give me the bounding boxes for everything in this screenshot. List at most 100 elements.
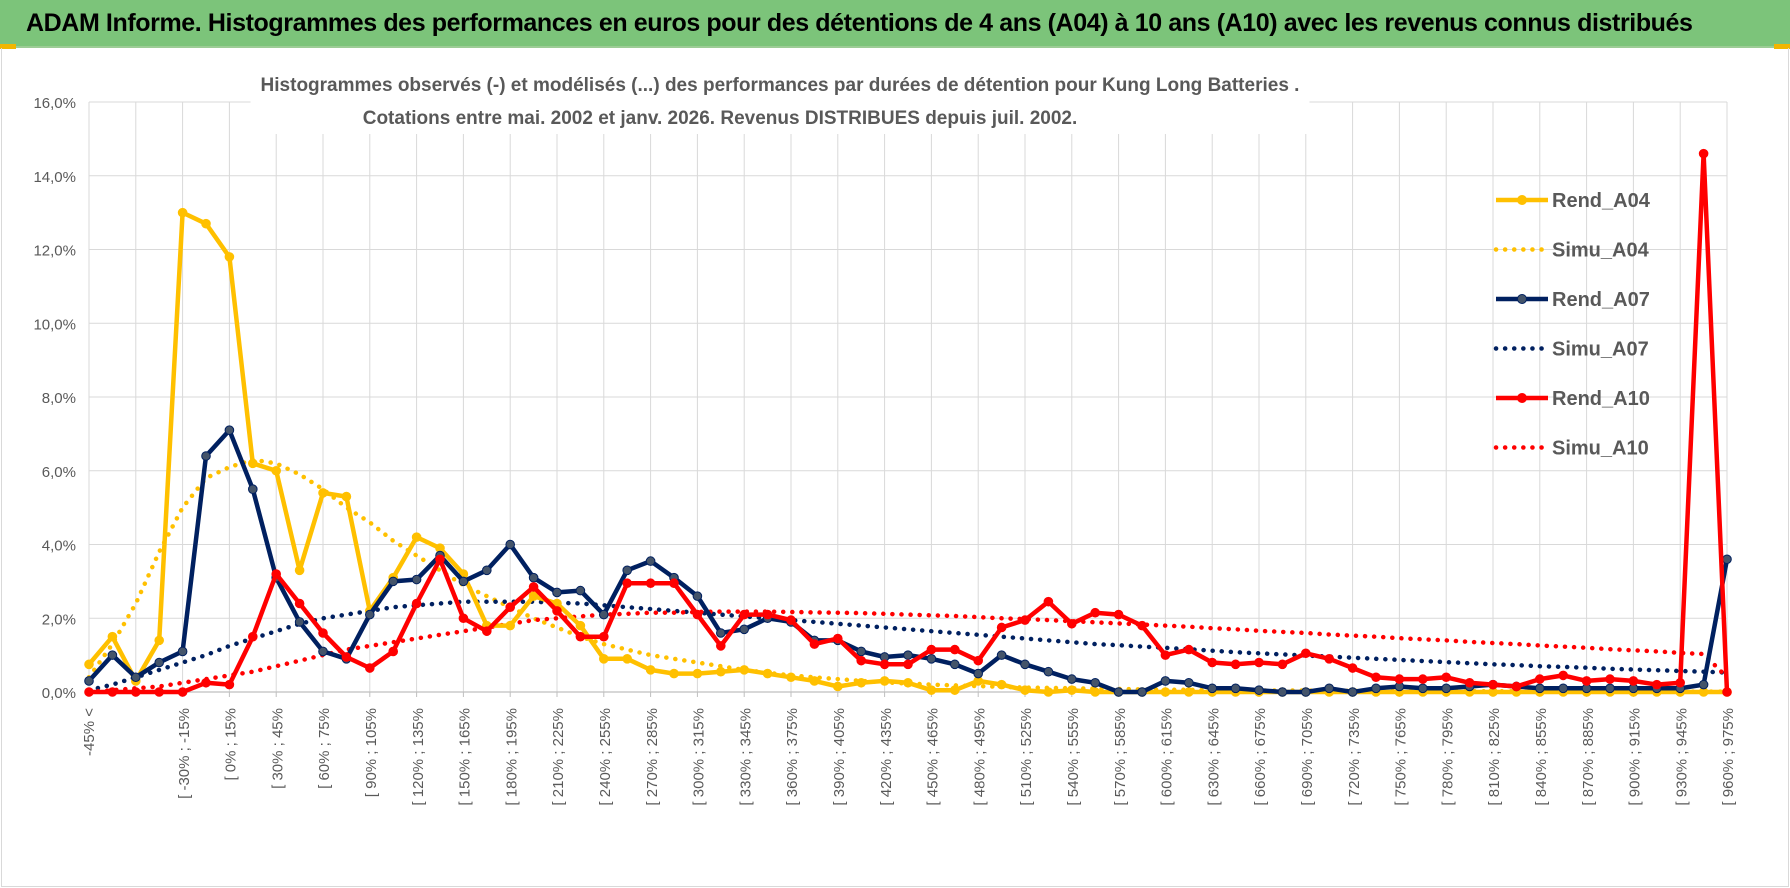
legend-label: Simu_A10 xyxy=(1552,438,1649,460)
data-point xyxy=(1090,677,1100,688)
data-point xyxy=(950,644,960,655)
data-point xyxy=(411,532,422,542)
x-tick-label: [ 690% ; 705% xyxy=(1299,708,1316,806)
data-point xyxy=(505,620,516,631)
y-axis: 0,0% 2,0% 4,0% 6,0% 8,0% 10,0% 12,0% 14,0% 16,0% xyxy=(33,95,76,702)
data-point xyxy=(224,252,235,262)
series-simu-a04 xyxy=(86,457,1730,694)
series-rend-a07 xyxy=(84,425,1732,697)
data-point xyxy=(341,491,352,502)
x-tick-label: [ 810% ; 825% xyxy=(1486,708,1503,806)
x-tick-label: [ 420% ; 435% xyxy=(878,708,895,806)
data-point xyxy=(528,582,539,592)
data-point xyxy=(365,609,375,620)
data-point xyxy=(1160,687,1171,697)
data-point xyxy=(879,659,890,670)
data-point xyxy=(552,587,562,598)
data-point xyxy=(154,635,164,646)
x-tick-label: [ 900% ; 915% xyxy=(1627,708,1644,806)
data-point xyxy=(575,585,586,596)
x-tick-label: [ 60% ; 75% xyxy=(316,708,333,789)
data-point xyxy=(201,677,211,688)
data-point xyxy=(926,685,937,695)
y-tick-label: 4,0% xyxy=(42,538,76,555)
data-point xyxy=(1581,676,1592,686)
legend-item: Rend_A04 xyxy=(1496,190,1651,212)
data-point xyxy=(1371,672,1381,683)
data-point xyxy=(411,598,422,609)
data-point xyxy=(575,631,586,642)
data-point xyxy=(365,663,375,673)
data-point xyxy=(177,207,188,218)
x-tick-label: [ 570% ; 585% xyxy=(1112,708,1129,806)
data-point xyxy=(1230,659,1241,670)
data-point xyxy=(599,631,609,642)
x-tick-label: [ 300% ; 315% xyxy=(691,708,708,806)
data-point xyxy=(107,631,118,642)
chart-frame xyxy=(1,48,1789,887)
data-point xyxy=(177,687,188,697)
data-point xyxy=(458,613,469,624)
data-point xyxy=(1137,620,1147,631)
x-tick-label: [ 390% ; 405% xyxy=(831,708,848,806)
legend-item: Simu_A10 xyxy=(1493,438,1649,460)
data-point xyxy=(786,672,796,683)
x-tick-label: [ 360% ; 375% xyxy=(784,708,801,806)
x-tick-label: [ 600% ; 615% xyxy=(1159,708,1176,806)
data-point xyxy=(201,451,211,461)
legend-label: Rend_A07 xyxy=(1552,289,1650,311)
data-point xyxy=(1020,685,1030,695)
data-point xyxy=(1675,677,1685,688)
series-line xyxy=(86,151,1730,695)
data-point xyxy=(716,628,726,638)
data-point xyxy=(1184,644,1194,655)
data-point xyxy=(1043,596,1054,607)
data-point xyxy=(1722,687,1732,697)
legend-label: Rend_A04 xyxy=(1552,190,1651,212)
series-line xyxy=(86,609,1730,695)
x-tick-label: [ -30% ; -15% xyxy=(176,708,193,799)
gridlines xyxy=(88,101,1728,692)
y-tick-label: 10,0% xyxy=(33,316,76,333)
data-point xyxy=(388,646,399,657)
data-point xyxy=(1184,687,1194,697)
data-point xyxy=(1441,683,1451,694)
data-point xyxy=(1441,672,1451,683)
x-tick-label: [ 120% ; 135% xyxy=(410,708,427,806)
data-point xyxy=(739,609,750,620)
data-point xyxy=(1230,683,1241,694)
y-tick-label: 12,0% xyxy=(33,243,76,260)
data-point xyxy=(973,655,984,666)
data-point xyxy=(1113,687,1124,697)
data-point xyxy=(996,622,1007,633)
data-point xyxy=(950,685,960,695)
data-point xyxy=(1043,666,1054,677)
data-point xyxy=(1207,683,1217,694)
data-point xyxy=(645,556,656,566)
data-point xyxy=(505,602,516,612)
data-point xyxy=(599,654,609,664)
y-tick-label: 16,0% xyxy=(33,95,76,112)
data-point xyxy=(903,650,913,660)
data-point xyxy=(1067,618,1077,629)
data-point xyxy=(201,218,211,229)
legend-item: Simu_A04 xyxy=(1493,240,1650,262)
x-tick-label: [ 30% ; 45% xyxy=(269,708,286,789)
data-point xyxy=(692,609,703,620)
data-point xyxy=(224,425,235,435)
chart-title-block: Histogrammes observés (-) et modélisés (… xyxy=(250,66,1310,134)
data-point xyxy=(1347,687,1358,697)
data-point xyxy=(996,679,1007,690)
x-tick-label: [ 480% ; 495% xyxy=(971,708,988,806)
data-point xyxy=(1254,657,1264,668)
data-point xyxy=(435,554,445,565)
data-point xyxy=(1020,615,1030,625)
data-point xyxy=(1067,674,1077,684)
legend-label: Simu_A04 xyxy=(1552,240,1650,262)
data-point xyxy=(622,565,633,576)
data-point xyxy=(692,591,703,601)
x-tick-label: [ 240% ; 255% xyxy=(597,708,614,806)
data-point xyxy=(1090,607,1100,618)
data-point xyxy=(1301,648,1311,659)
data-point xyxy=(1324,654,1334,664)
